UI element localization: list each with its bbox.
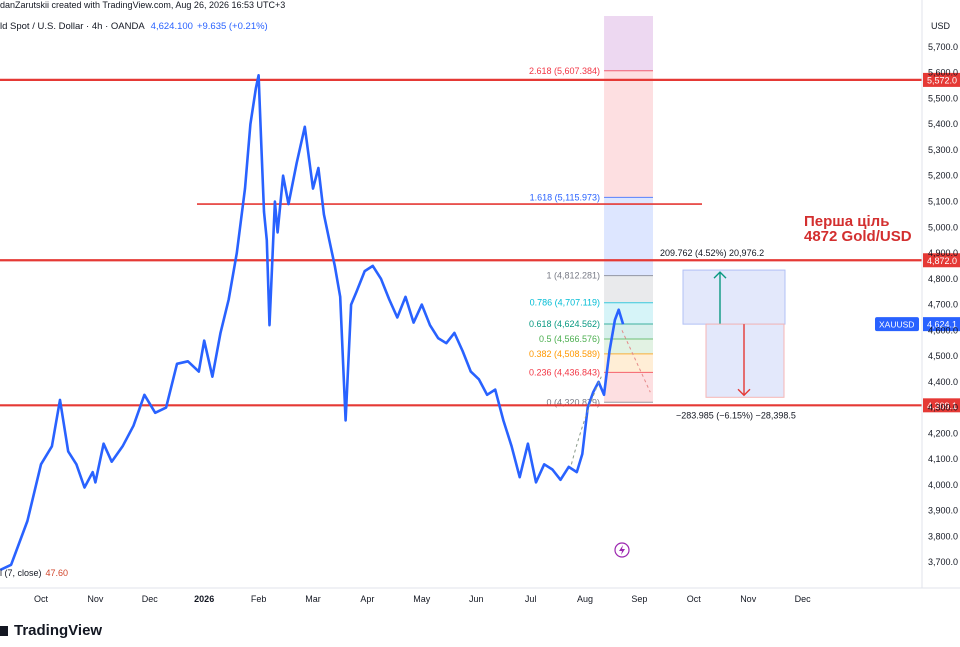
current-price-tag [923,317,960,332]
fib-zone [604,70,653,198]
projection-dashed-line [570,376,602,465]
position-tools: 209.762 (4.52%) 20,976.2 −283.985 (−6.15%… [660,248,796,420]
level-price-tag [923,72,960,87]
fib-zone [604,275,653,303]
short-position-label: −283.985 (−6.15%) −28,398.5 [676,410,796,420]
fib-zone [604,324,653,339]
fib-zone [604,338,653,354]
y-tick-label: 3,800.0 [928,531,958,541]
long-arrow-head [713,271,727,279]
fib-level-label: 1.618 (5,115.973) [530,192,600,202]
symbol-name: ld Spot / U.S. Dollar · 4h · OANDA [0,21,145,32]
x-tick-label: Jun [469,594,484,604]
fib-level-label: 2.618 (5,607.384) [529,66,600,76]
x-tick-label: Dec [795,594,812,604]
y-tick-label: 4,200.0 [928,428,958,438]
fib-level-label: 0.236 (4,436.843) [529,367,600,377]
y-tick-label: 5,100.0 [928,197,958,207]
brand-name: TradingView [14,622,103,639]
fib-level-label: 0.5 (4,566.576) [539,334,600,344]
y-tick-label: 4,800.0 [928,274,958,284]
y-tick-label: 5,000.0 [928,222,958,232]
tradingview-logo-icon [0,626,8,636]
x-tick-label: Nov [740,594,757,604]
current-symbol-tag-text: XAUUSD [879,320,914,330]
price-series: XAUUSD 4,624.1 [0,74,960,572]
target-annotation: Перша ціль 4872 Gold/USD [804,214,912,244]
fib-zone [604,302,653,325]
y-tick-label: 4,400.0 [928,377,958,387]
long-position-box [682,269,786,325]
x-tick-label: Dec [142,594,159,604]
level-price-tag [923,398,960,413]
fib-level-label: 0.786 (4,707.119) [530,298,600,308]
publish-info: danZarutskii created with TradingView.co… [0,0,286,10]
level-price-tag-text: 4,872.0 [927,256,957,266]
short-position-box [705,323,785,398]
y-tick-label: 3,700.0 [928,557,958,567]
level-price-tag [923,253,960,268]
x-tick-label: Oct [687,594,702,604]
tradingview-logo: TradingView [0,622,102,639]
y-tick-label: 5,400.0 [928,119,958,129]
y-tick-label: 4,100.0 [928,454,958,464]
fib-zone [604,197,653,276]
y-tick-label: 4,300.0 [928,403,958,413]
fibonacci-zones: 0 (4,320.879) 0.236 (4,436.843) 0.382 (4,5… [529,16,653,407]
y-tick-label: 5,200.0 [928,171,958,181]
fib-level-label: 0 (4,320.879) [546,397,600,407]
symbol-change: +9.635 (+0.21%) [196,21,268,32]
currency-label: USD [931,21,951,31]
symbol-legend[interactable]: ld Spot / U.S. Dollar · 4h · OANDA 4,624.… [0,21,268,32]
x-tick-label: Apr [360,594,374,604]
indicator-name: l (7, close) [0,568,42,578]
fib-zone [604,353,653,373]
x-tick-label: Feb [251,594,267,604]
symbol-price: 4,624.100 [150,21,193,32]
y-tick-label: 5,300.0 [928,145,958,155]
indicator-legend[interactable]: l (7, close) 47.60 [0,568,68,578]
current-price-tag-text: 4,624.1 [927,320,957,330]
lightning-icon [619,545,625,555]
x-tick-label: Mar [305,594,321,604]
y-tick-label: 4,600.0 [928,325,958,335]
indicator-value: 47.60 [45,568,69,578]
fib-zone-top [604,16,653,71]
y-tick-label: 5,600.0 [928,68,958,78]
x-tick-label: Nov [87,594,104,604]
current-symbol-tag [875,317,919,332]
y-tick-label: 4,900.0 [928,248,958,258]
y-tick-label: 3,900.0 [928,506,958,516]
x-tick-label: Aug [577,594,593,604]
x-tick-label: 2026 [194,594,214,604]
level-price-tag-text: 5,572.0 [927,75,957,85]
y-tick-label: 4,700.0 [928,300,958,310]
y-tick-label: 4,500.0 [928,351,958,361]
long-position-label: 209.762 (4.52%) 20,976.2 [660,248,764,258]
annotation-line-1: Перша ціль [804,213,890,230]
fib-level-label: 0.618 (4,624.562) [529,319,600,329]
x-tick-label: May [413,594,431,604]
y-tick-label: 5,700.0 [928,42,958,52]
y-tick-label: 4,000.0 [928,480,958,490]
short-arrow-head [737,388,751,397]
price-line [0,74,625,572]
fib-level-label: 0.382 (4,508.589) [529,349,600,359]
x-tick-label: Sep [631,594,647,604]
fib-level-label: 1 (4,812.281) [546,271,600,281]
fib-zone [604,372,653,403]
axes: USD 5,700.0 5,600.0 5,500.0 5,400.0 5,300.0 5,… [0,0,960,604]
level-price-tag-text: 4,309.1 [927,401,957,411]
x-tick-label: Oct [34,594,49,604]
x-tick-label: Jul [525,594,537,604]
y-tick-label: 5,500.0 [928,93,958,103]
projection-dashed-line-down [621,330,651,393]
annotation-line-2: 4872 Gold/USD [804,228,912,245]
